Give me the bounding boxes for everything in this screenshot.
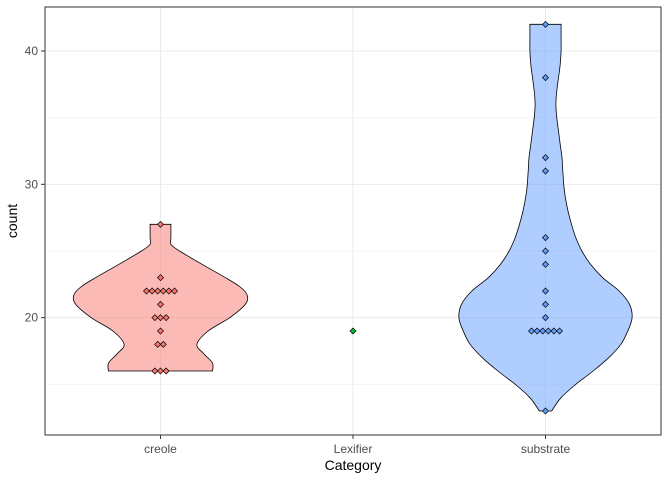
data-point-creole (159, 340, 167, 348)
x-tick-label: substrate (521, 442, 571, 456)
data-point-substrate (542, 287, 549, 295)
data-point-substrate (542, 260, 549, 268)
x-axis-title: Category (325, 457, 382, 473)
data-point-creole (157, 367, 164, 375)
x-tick-label: creole (144, 442, 177, 456)
x-tick-label: Lexifier (334, 442, 373, 456)
data-point-substrate (542, 234, 549, 242)
data-point-creole (157, 274, 164, 282)
data-point-substrate (542, 20, 549, 28)
data-point-substrate (528, 327, 535, 335)
data-point-creole (171, 287, 178, 295)
violin-substrate (458, 23, 633, 412)
data-point-substrate (542, 74, 549, 82)
data-point-substrate (550, 327, 558, 335)
y-axis: 20 30 40 (25, 44, 45, 325)
data-point-substrate (542, 167, 549, 175)
data-point-creole (157, 327, 164, 335)
data-point-creole (151, 314, 159, 322)
data-point-substrate (556, 327, 563, 335)
data-point-creole (143, 287, 150, 295)
violins (72, 23, 633, 412)
data-point-creole (157, 314, 164, 322)
data-point-substrate (542, 247, 549, 255)
data-point-creole (157, 220, 164, 228)
data-points (143, 20, 563, 415)
data-point-substrate (539, 327, 547, 335)
data-point-substrate (542, 154, 549, 162)
data-point-creole (154, 287, 162, 295)
y-tick-label: 40 (25, 44, 39, 58)
data-point-creole (162, 367, 170, 375)
data-point-substrate (533, 327, 541, 335)
y-axis-title: count (4, 204, 20, 238)
data-point-substrate (542, 407, 549, 415)
data-point-creole (162, 314, 170, 322)
violin-creole (72, 223, 249, 372)
data-point-substrate (544, 327, 552, 335)
data-point-creole (157, 300, 164, 308)
data-point-creole (165, 287, 173, 295)
data-point-substrate (542, 314, 549, 322)
y-tick-label: 30 (25, 177, 39, 191)
y-tick-label: 20 (25, 311, 39, 325)
data-point-creole (151, 367, 159, 375)
data-point-creole (154, 340, 162, 348)
data-point-lexifier (349, 327, 357, 335)
data-point-substrate (542, 300, 549, 308)
data-point-creole (159, 287, 167, 295)
data-point-creole (148, 287, 156, 295)
x-axis: creole Lexifier substrate (144, 435, 571, 456)
